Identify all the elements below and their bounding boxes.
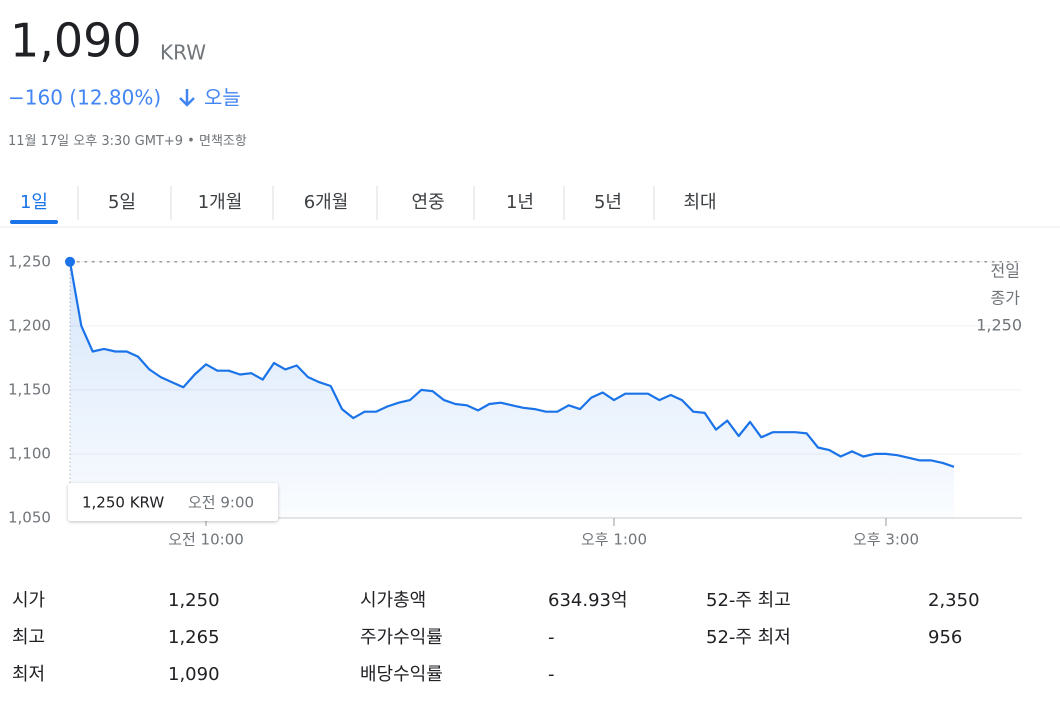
timestamp-text: 11월 17일 오후 3:30 GMT+9 bbox=[8, 134, 183, 149]
tab[interactable]: 6개월 bbox=[304, 192, 349, 213]
reference-label: 전일 bbox=[991, 262, 1020, 281]
stat-value: - bbox=[548, 627, 555, 648]
timestamp: 11월 17일 오후 3:30 GMT+9 • 면책조항 bbox=[8, 134, 247, 149]
down-arrow bbox=[179, 89, 195, 107]
stat-value: 1,250 bbox=[168, 590, 220, 611]
chart: 1,050 1,100 1,150 1,200 1,250 오전 10:00 오후 1:00… bbox=[8, 252, 1023, 549]
x-tick-label: 오후 1:00 bbox=[581, 531, 647, 549]
tab[interactable]: 연중 bbox=[411, 192, 444, 213]
tab[interactable]: 1일 bbox=[20, 192, 48, 213]
tooltip-time: 오전 9:00 bbox=[188, 494, 254, 512]
stat-label: 배당수익률 bbox=[360, 664, 443, 685]
stat-label: 52-주 최저 bbox=[706, 627, 791, 648]
y-tick-label: 1,250 bbox=[8, 252, 51, 270]
stat-label: 주가수익률 bbox=[360, 627, 443, 648]
stat-value: - bbox=[548, 664, 555, 685]
stat-value: 2,350 bbox=[928, 590, 980, 611]
reference-value: 1,250 bbox=[976, 316, 1022, 335]
x-tick-label: 오전 10:00 bbox=[168, 531, 244, 549]
tooltip-price: 1,250 KRW bbox=[82, 494, 164, 512]
tab-indicator bbox=[10, 220, 58, 224]
currency: KRW bbox=[160, 41, 206, 65]
hover-point bbox=[65, 256, 75, 267]
stat-label: 시가 bbox=[12, 590, 45, 611]
tab[interactable]: 5일 bbox=[108, 192, 136, 213]
stat-value: 956 bbox=[928, 627, 962, 648]
stat-value: 634.93억 bbox=[548, 590, 628, 611]
stat-label: 52-주 최고 bbox=[706, 590, 791, 611]
y-tick-label: 1,150 bbox=[8, 380, 51, 398]
area bbox=[70, 261, 954, 518]
price: 1,090 bbox=[10, 14, 142, 68]
y-tick-label: 1,050 bbox=[8, 509, 51, 527]
disclaimer[interactable]: 면책조항 bbox=[199, 134, 247, 149]
y-tick-label: 1,100 bbox=[8, 444, 51, 462]
reference-label: 종가 bbox=[991, 289, 1021, 308]
tab[interactable]: 5년 bbox=[594, 192, 622, 213]
tab[interactable]: 최대 bbox=[683, 192, 716, 213]
x-tick-label: 오후 3:00 bbox=[853, 531, 919, 549]
tab[interactable]: 1개월 bbox=[198, 192, 243, 213]
tooltip-box bbox=[68, 483, 278, 521]
change: −160 (12.80%) bbox=[8, 86, 161, 110]
price-line bbox=[68, 261, 955, 468]
y-tick-label: 1,200 bbox=[8, 316, 51, 334]
stat-label: 최저 bbox=[12, 664, 45, 685]
tab[interactable]: 1년 bbox=[506, 192, 534, 213]
stat-value: 1,265 bbox=[168, 627, 220, 648]
period: 오늘 bbox=[204, 86, 241, 110]
stat-label: 시가총액 bbox=[360, 590, 426, 611]
tabs: 1일 5일 1개월 6개월 연중 1년 5년 최대 bbox=[0, 186, 1060, 228]
stat-value: 1,090 bbox=[168, 664, 220, 685]
stat-label: 최고 bbox=[12, 627, 45, 648]
